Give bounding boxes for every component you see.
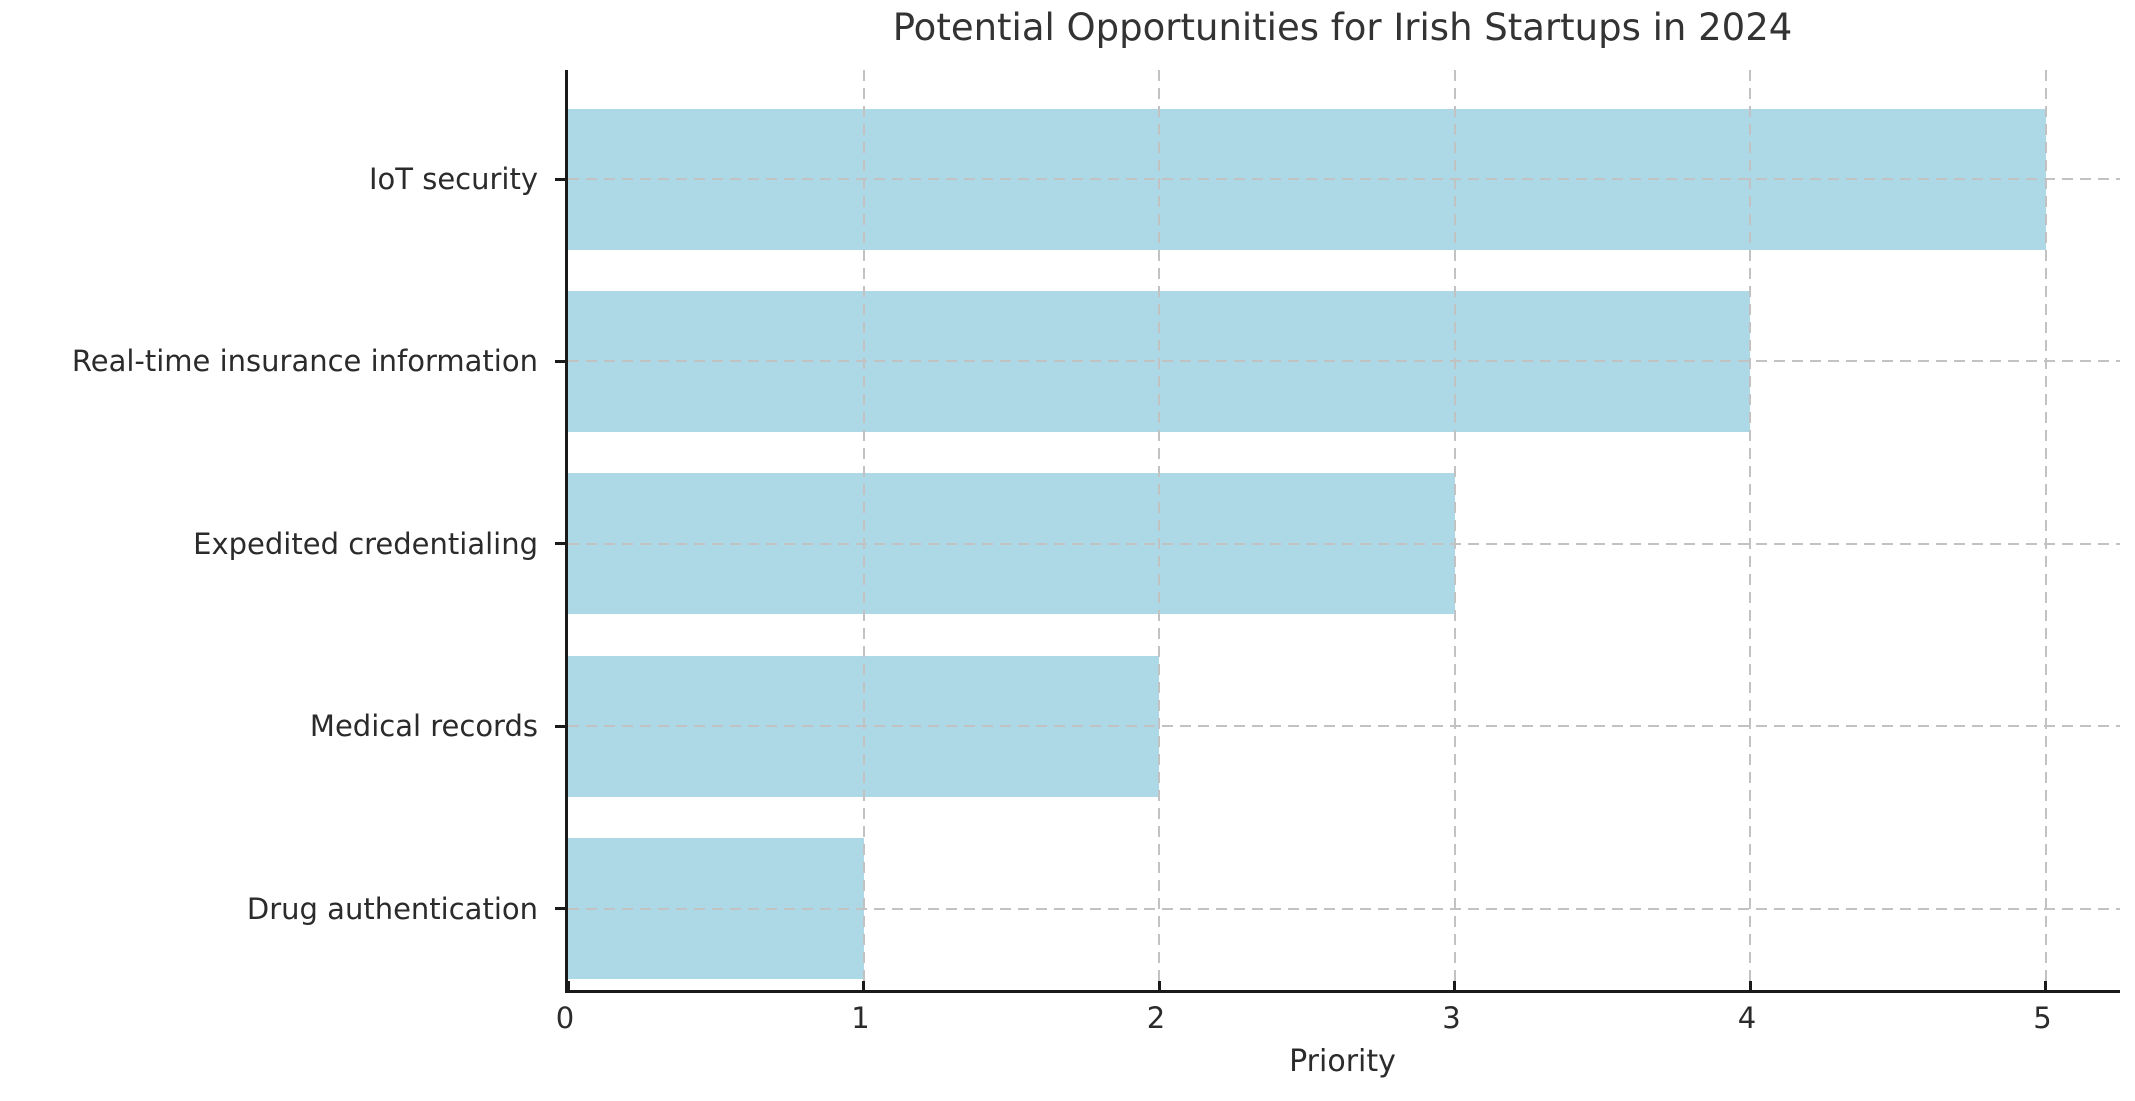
x-tick-label-0: 0 xyxy=(555,1001,575,1035)
x-tick-5 xyxy=(2044,981,2047,990)
category-label-medical-records: Medical records xyxy=(309,709,538,744)
category-label-expedited-credentialing: Expedited credentialing xyxy=(193,526,538,561)
y-tick-medical-records xyxy=(555,724,565,728)
gridline-v-5 xyxy=(2044,70,2047,990)
x-tick-label-1: 1 xyxy=(851,1001,870,1035)
category-label-iot-security: IoT security xyxy=(368,162,538,196)
gridline-h-iot-security xyxy=(568,178,2120,180)
gridline-h-expedited-credentialing xyxy=(568,542,2120,545)
gridline-v-3 xyxy=(1453,70,1456,990)
y-tick-expedited-credentialing xyxy=(555,542,565,546)
gridline-v-2 xyxy=(1158,70,1160,990)
x-tick-label-5: 5 xyxy=(2033,1001,2052,1035)
x-axis-label: Priority xyxy=(1289,1044,1396,1079)
gridline-h-drug-authentication xyxy=(568,907,2120,910)
x-tick-1 xyxy=(862,981,865,990)
x-tick-label-4: 4 xyxy=(1737,1001,1757,1035)
plot-area xyxy=(555,70,2120,993)
y-axis-labels: IoT security Real-time insurance informat… xyxy=(0,70,550,993)
x-tick-4 xyxy=(1748,981,1752,990)
gridline-h-real-time-insurance-information xyxy=(568,360,2120,363)
y-tick-iot-security xyxy=(555,177,565,181)
x-tick-label-2: 2 xyxy=(1146,1001,1166,1035)
chart-title: Potential Opportunities for Irish Startu… xyxy=(892,6,1793,49)
category-label-drug-authentication: Drug authentication xyxy=(246,891,538,926)
y-tick-real-time-insurance-information xyxy=(555,359,565,363)
gridline-h-medical-records xyxy=(568,725,2120,728)
category-label-real-time-insurance-information: Real-time insurance information xyxy=(71,344,538,379)
gridline-v-1 xyxy=(862,70,865,990)
x-tick-3 xyxy=(1453,981,1456,990)
x-tick-label-3: 3 xyxy=(1442,1001,1461,1035)
x-tick-2 xyxy=(1157,981,1161,990)
y-tick-drug-authentication xyxy=(555,907,565,911)
gridline-v-4 xyxy=(1749,70,1751,990)
x-axis-tick-labels: 0 1 2 3 4 5 xyxy=(556,1001,2120,1041)
x-tick-0 xyxy=(566,981,570,990)
